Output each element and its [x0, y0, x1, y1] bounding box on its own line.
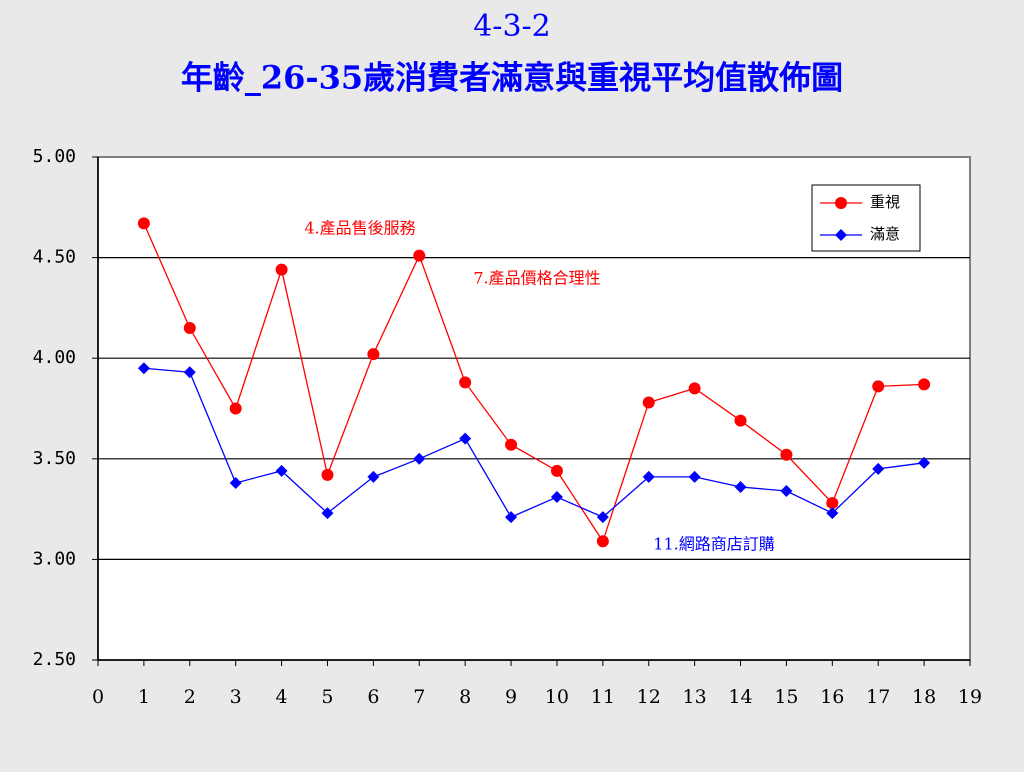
legend-marker: [835, 229, 847, 241]
x-tick-label: 12: [637, 686, 661, 708]
marker: [872, 462, 885, 475]
marker: [550, 491, 563, 504]
marker: [367, 348, 380, 361]
marker: [137, 217, 150, 230]
marker: [459, 432, 472, 445]
marker: [321, 507, 334, 520]
legend-box: [811, 184, 921, 252]
legend-marker: [835, 197, 847, 209]
x-tick-label: 9: [505, 686, 517, 708]
marker: [642, 396, 655, 409]
x-tick-label: 15: [774, 686, 798, 708]
marker: [413, 249, 426, 262]
marker: [780, 448, 793, 461]
marker: [734, 414, 747, 427]
x-tick-label: 16: [820, 686, 844, 708]
x-tick-label: 8: [459, 686, 471, 708]
marker: [275, 263, 288, 276]
x-tick-label: 3: [230, 686, 242, 708]
marker: [642, 470, 655, 483]
x-tick-label: 13: [683, 686, 707, 708]
marker: [229, 476, 242, 489]
x-tick-label: 6: [367, 686, 379, 708]
marker: [918, 378, 931, 391]
marker: [229, 402, 242, 415]
x-tick-label: 19: [958, 686, 982, 708]
x-tick-label: 14: [728, 686, 752, 708]
marker: [137, 362, 150, 375]
x-tick-label: 10: [545, 686, 569, 708]
marker: [596, 535, 609, 548]
annotation: 11.網路商店訂購: [653, 535, 774, 554]
x-tick-label: 4: [276, 686, 288, 708]
y-tick-label: 4.00: [33, 347, 76, 368]
marker: [275, 464, 288, 477]
x-tick-label: 5: [321, 686, 333, 708]
y-tick-label: 3.00: [33, 548, 76, 569]
x-tick-label: 1: [138, 686, 150, 708]
marker: [413, 452, 426, 465]
marker: [918, 456, 931, 469]
marker: [872, 380, 885, 393]
x-tick-label: 2: [184, 686, 196, 708]
marker: [183, 366, 196, 379]
legend-label: 滿意: [870, 225, 900, 243]
series-line: [143, 223, 925, 543]
marker: [826, 507, 839, 520]
y-tick-label: 5.00: [33, 146, 76, 167]
y-tick-label: 4.50: [33, 247, 76, 268]
y-tick-label: 3.50: [33, 448, 76, 469]
x-tick-label: 18: [912, 686, 936, 708]
marker: [550, 464, 563, 477]
marker: [596, 511, 609, 524]
marker: [688, 382, 701, 395]
marker: [367, 470, 380, 483]
marker: [734, 480, 747, 493]
y-tick-label: 2.50: [33, 649, 76, 670]
x-tick-label: 17: [866, 686, 890, 708]
marker: [321, 468, 334, 481]
marker: [505, 438, 518, 451]
marker: [183, 322, 196, 335]
marker: [780, 484, 793, 497]
x-tick-label: 0: [92, 686, 104, 708]
chart-subtitle: 年齡_26-35歲消費者滿意與重視平均值散佈圖: [181, 59, 843, 97]
x-tick-label: 11: [591, 686, 615, 708]
marker: [826, 497, 839, 510]
marker: [688, 470, 701, 483]
legend-label: 重視: [870, 193, 900, 211]
series-line: [143, 367, 925, 518]
annotation: 7.產品價格合理性: [473, 269, 600, 288]
marker: [505, 511, 518, 524]
annotation: 4.產品售後服務: [304, 219, 415, 238]
marker: [459, 376, 472, 389]
chart-title: 4-3-2: [473, 9, 551, 44]
x-tick-label: 7: [413, 686, 425, 708]
